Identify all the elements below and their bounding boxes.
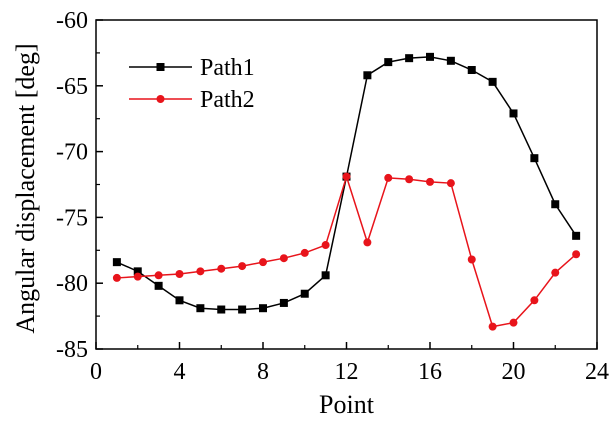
series-2-point [112, 273, 121, 282]
x-tick-label: 24 [585, 359, 609, 385]
series-1-point [467, 66, 476, 75]
x-tick-label: 16 [418, 359, 442, 385]
series-1-point [446, 56, 455, 65]
series-1-point [530, 154, 539, 163]
plot-border [95, 19, 598, 350]
y-tick-label: -80 [56, 271, 88, 297]
y-tick-label: -70 [56, 140, 88, 166]
y-tick-label: -60 [56, 8, 88, 34]
series-2-point [363, 238, 372, 247]
series-2-point [509, 318, 518, 327]
series-2-point [217, 264, 226, 273]
series-1-point [551, 200, 560, 209]
legend: Path1 Path2 [129, 55, 255, 113]
series-1-point [217, 305, 226, 314]
y-axis-label: Angular displacement [deg] [11, 43, 40, 333]
series-1-point [509, 109, 518, 118]
series-2-point [488, 322, 497, 331]
series-2-point [572, 250, 581, 259]
series-2-point [551, 268, 560, 277]
series-2-point [154, 271, 163, 280]
series-2-point [196, 267, 205, 276]
series-1-point [238, 305, 247, 314]
series-1-point [300, 289, 309, 298]
series-2-line [116, 174, 577, 328]
axis-ticks: 0 4 8 12 16 20 24 -85 -80 -75 -70 -65 -60 [56, 8, 609, 385]
series-2-point [426, 177, 434, 186]
x-tick-label: 20 [502, 359, 526, 385]
series-1-point [426, 52, 434, 61]
series-2-point [259, 258, 267, 267]
series-1-point [384, 58, 393, 67]
series-1-point [259, 304, 267, 313]
series-1-point [154, 281, 163, 290]
series-2-point [405, 175, 414, 184]
series-2-point [133, 272, 142, 281]
series-1-point [279, 298, 288, 307]
series-1-line [116, 56, 577, 311]
legend-item-2-marker [156, 95, 165, 103]
x-tick-label: 12 [335, 359, 359, 385]
x-tick-label: 0 [90, 359, 102, 385]
x-tick-label: 8 [257, 359, 269, 385]
x-tick-label: 4 [174, 359, 186, 385]
series-1-point [196, 304, 205, 313]
plot-area [95, 19, 598, 350]
series-2-point [300, 248, 309, 257]
x-axis-label: Point [319, 390, 375, 419]
series-1-point [112, 258, 121, 267]
series-2-point [279, 254, 288, 263]
legend-item-1-label: Path1 [200, 55, 255, 81]
y-tick-label: -85 [56, 337, 88, 363]
series-2-point [446, 179, 455, 188]
series-2-point [238, 262, 247, 271]
series-2-point [175, 269, 184, 278]
legend-item-2-label: Path2 [200, 87, 255, 113]
series-2-point [321, 241, 330, 250]
series-1-point [572, 231, 581, 240]
series-1-point [133, 267, 142, 276]
legend-item-1-marker [156, 63, 165, 71]
series-2-point [467, 255, 476, 264]
series-1-point [363, 71, 372, 80]
series-2-point [342, 172, 351, 181]
y-tick-label: -75 [56, 205, 88, 231]
series-1-point [405, 54, 414, 63]
data-series [112, 52, 581, 331]
series-1-point [321, 271, 330, 280]
y-tick-label: -65 [56, 74, 88, 100]
series-2-point [530, 296, 539, 305]
series-1-point [488, 77, 497, 86]
series-2-point [384, 173, 393, 182]
series-1-point [175, 296, 184, 305]
